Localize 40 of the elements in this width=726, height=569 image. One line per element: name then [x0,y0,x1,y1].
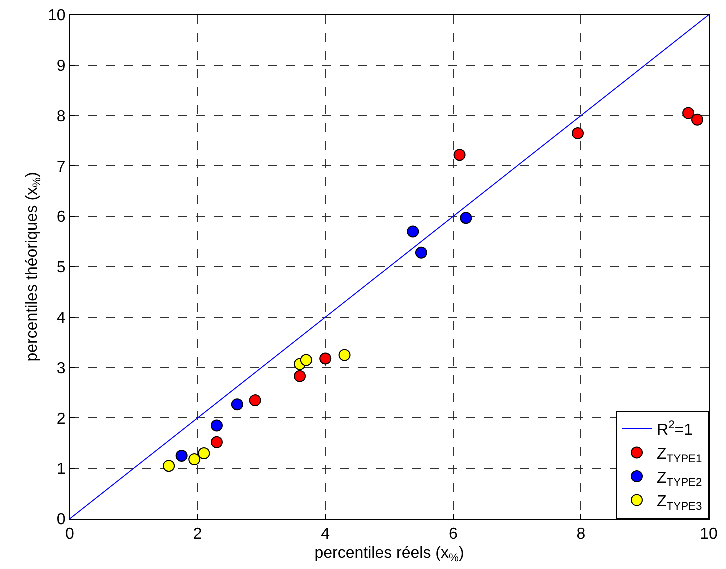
y-tick-label: 8 [56,108,66,126]
point [407,226,420,238]
x-tick-label: 6 [448,526,458,544]
point [572,127,584,140]
point [163,460,176,472]
point [460,212,472,224]
y-tick-label: 10 [48,8,66,25]
point [198,447,210,460]
point [415,246,428,259]
legend-label: Z$_{TYPE1}$ [657,446,702,466]
point [338,349,351,362]
point [210,420,223,432]
point [300,354,312,366]
point [231,398,244,411]
x-axis-title: percentiles réels (x$_{%}$) [314,544,464,564]
legend-label: Z$_{TYPE2}$ [657,470,702,490]
legend-label: Z$_{TYPE3}$ [657,494,702,513]
point [320,352,332,365]
point [454,149,466,162]
point [176,450,188,462]
y-tick-label: 2 [56,410,66,428]
y-tick-label: 7 [56,158,66,176]
point [249,394,262,407]
point [294,370,306,382]
y-tick-label: 0 [56,512,66,529]
point [210,436,223,448]
x-tick-label: 4 [321,526,330,544]
point [692,114,704,126]
y-tick-label: 4 [56,310,66,327]
point [682,107,695,120]
legend-label: R$^{2}$=1 [657,419,694,440]
y-tick-label: 5 [56,260,66,277]
point [188,454,201,466]
y-tick-label: 3 [56,360,66,378]
y-tick-label: 1 [56,461,66,478]
x-tick-label: 8 [576,526,586,544]
y-tick-label: 9 [56,58,66,75]
y-tick-label: 6 [56,209,66,226]
x-tick-label: 10 [700,526,718,544]
x-tick-label: 2 [193,526,202,544]
